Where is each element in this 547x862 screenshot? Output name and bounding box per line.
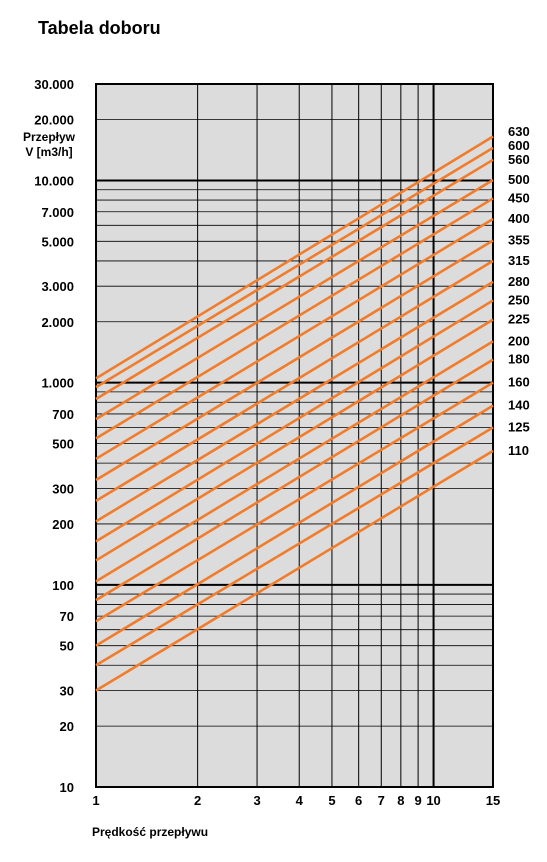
series-line-400 [95,217,494,460]
x-tick-label: 6 [355,793,362,808]
y-axis-label: Przepływ V [m3/h] [18,130,80,160]
series-label: 400 [508,211,530,226]
x-tick-label: 2 [194,793,201,808]
series-line-500 [95,178,494,421]
y-tick-label: 3.000 [41,279,74,294]
y-tick-label: 50 [60,639,74,654]
x-tick-label: 8 [397,793,404,808]
y-tick-label: 10.000 [34,173,74,188]
y-tick-label: 300 [52,481,74,496]
y-axis-label-line1: Przepływ [22,130,76,144]
series-line-560 [95,158,494,401]
series-line-160 [95,381,494,623]
series-label: 560 [508,152,530,167]
series-line-110 [95,449,494,692]
y-tick-label: 20.000 [34,113,74,128]
x-tick-label: 3 [253,793,260,808]
y-tick-label: 1.000 [41,376,74,391]
y-tick-label: 2.000 [41,315,74,330]
series-label: 600 [508,138,530,153]
series-label: 110 [508,443,529,458]
x-tick-label: 10 [426,793,440,808]
series-line-140 [95,404,494,647]
series-label: 280 [508,274,530,289]
plot-border [95,83,494,788]
series-label: 125 [508,419,530,434]
x-tick-label: 9 [414,793,421,808]
series-line-630 [95,135,494,380]
x-tick-label: 4 [296,793,304,808]
y-tick-label: 7.000 [41,205,74,220]
y-tick-label: 5.000 [41,234,74,249]
series-line-315 [95,259,494,503]
series-line-180 [95,358,494,602]
series-line-450 [95,197,494,440]
series-label: 200 [508,333,530,348]
x-tick-label: 5 [328,793,335,808]
y-tick-label: 20 [60,719,74,734]
series-label: 225 [508,312,530,327]
series-line-125 [95,426,494,667]
y-tick-label: 30 [60,684,74,699]
series-label: 315 [508,253,530,268]
y-tick-label: 30.000 [34,77,74,92]
chart-title: Tabela doboru [38,18,161,38]
series-label: 160 [508,375,530,390]
series-line-600 [95,146,494,389]
series-line-200 [95,340,494,583]
series-label: 140 [508,398,530,413]
series-label: 250 [508,292,530,307]
y-tick-label: 70 [60,609,74,624]
series-line-225 [95,318,494,562]
series-line-355 [95,239,494,482]
series-label: 630 [508,124,530,139]
series-label: 500 [508,172,530,187]
series-label: 450 [508,190,530,205]
y-tick-label: 700 [52,407,74,422]
x-tick-label: 15 [486,793,500,808]
x-tick-label: 1 [92,793,99,808]
y-tick-label: 100 [52,578,74,593]
series-line-280 [95,280,494,523]
series-label: 180 [508,352,530,367]
series-line-250 [95,299,494,543]
y-tick-label: 10 [60,780,74,795]
x-axis-label: Prędkość przepływu [92,825,209,839]
y-tick-label: 200 [52,517,74,532]
x-tick-label: 7 [378,793,385,808]
y-axis-label-line2: V [m3/h] [25,145,73,159]
series-label: 355 [508,232,530,247]
y-tick-label: 500 [52,437,74,452]
